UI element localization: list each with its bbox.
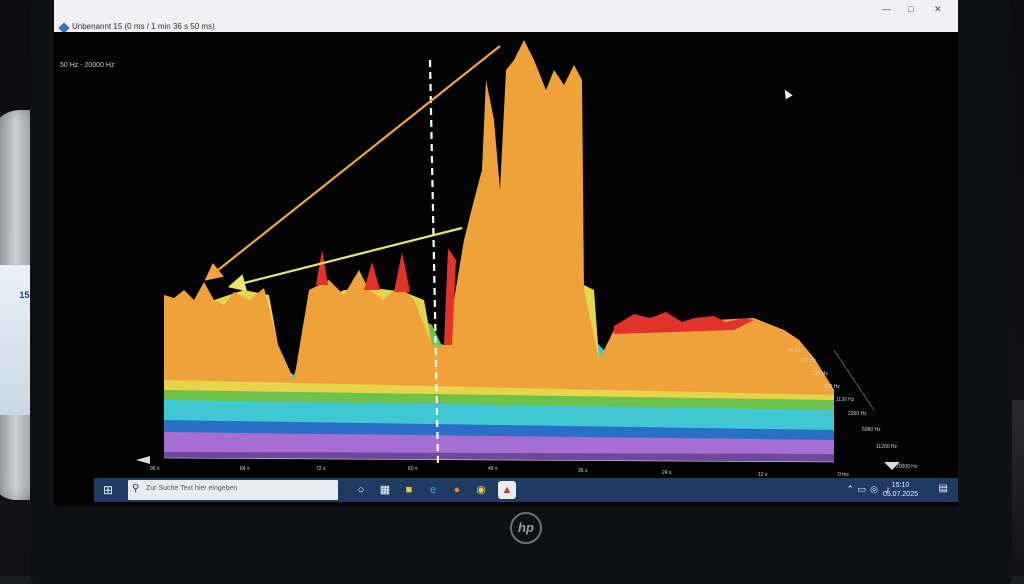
freq-tick-label: 45 Hz: [788, 348, 802, 354]
search-placeholder: Zur Suche Text hier eingeben: [146, 485, 238, 492]
freq-tick-label: 20000 Hz: [896, 464, 918, 470]
window-title: Unbenannt 15 (0 ms / 1 min 36 s 50 ms): [72, 22, 215, 31]
time-tick-label: 48 s: [488, 466, 498, 472]
time-tick-label: 60 s: [408, 466, 418, 472]
spectrum-3d-plot[interactable]: 45 Hz 100 Hz 225 Hz 500 Hz 1130 Hz 2260 …: [54, 0, 958, 506]
windows-icon[interactable]: ⊞: [102, 483, 114, 497]
edge-icon[interactable]: e: [429, 484, 437, 496]
search-input[interactable]: ⚲ Zur Suche Text hier eingeben: [128, 480, 338, 500]
time-axis-arrow: [136, 456, 150, 464]
search-icon: ⚲: [132, 483, 140, 494]
time-tick-label: 84 s: [240, 466, 250, 472]
window-titlebar[interactable]: Unbenannt 15 (0 ms / 1 min 36 s 50 ms) —…: [54, 0, 958, 34]
red-peak: [394, 252, 410, 292]
freq-tick-label: 1130 Hz: [836, 397, 855, 403]
freq-tick-label: 11200 Hz: [876, 444, 898, 450]
network-icon[interactable]: ◎: [870, 484, 878, 494]
time-tick-label: 12 s: [758, 472, 768, 478]
red-peak: [444, 248, 456, 345]
task-view-icon[interactable]: ▦: [379, 484, 391, 496]
red-peak: [316, 250, 328, 285]
hp-logo: hp: [510, 512, 542, 544]
red-peak: [614, 312, 754, 334]
freq-tick-label: 500 Hz: [824, 384, 840, 390]
time-tick-label: 72 s: [316, 466, 326, 472]
file-explorer-icon[interactable]: ■: [405, 484, 413, 496]
bottle-label-text: 15×: [19, 290, 35, 300]
yellow-annotation-arrow: [227, 226, 463, 292]
notification-icon[interactable]: ▤: [938, 483, 948, 494]
red-peak: [364, 262, 380, 290]
orange-annotation-arrow: [204, 45, 501, 281]
time-tick-label: 24 s: [662, 470, 672, 476]
tray-chevron-icon[interactable]: ⌃: [846, 484, 854, 494]
clock[interactable]: 15:10 05.07.2025: [883, 481, 918, 499]
freq-tick-label: 2260 Hz: [848, 411, 867, 417]
time-tick-label: 36 s: [578, 468, 588, 474]
clock-date: 05.07.2025: [882, 491, 918, 498]
clock-time: 15:10: [891, 482, 910, 489]
spectrum-app-icon[interactable]: ▲: [498, 481, 516, 499]
battery-icon[interactable]: ▭: [857, 484, 866, 494]
orange-band: [164, 40, 834, 395]
taskbar: ⊞ ⚲ Zur Suche Text hier eingeben ○ ▦ ■ e…: [94, 478, 958, 502]
frequency-range-label: 50 Hz - 20000 Hz: [60, 62, 115, 69]
screen: Unbenannt 15 (0 ms / 1 min 36 s 50 ms) —…: [54, 0, 958, 506]
minimize-icon[interactable]: —: [882, 4, 891, 14]
freq-axis-arrow: [884, 462, 900, 470]
firefox-icon[interactable]: ●: [453, 484, 461, 496]
close-icon[interactable]: ✕: [934, 4, 942, 14]
frequency-axis: 45 Hz 100 Hz 225 Hz 500 Hz 1130 Hz 2260 …: [788, 348, 918, 470]
volume-icon[interactable]: ♪: [885, 484, 891, 494]
time-tick-label: 96 s: [150, 466, 160, 472]
chrome-icon[interactable]: ◉: [476, 484, 486, 496]
time-marker-line: [428, 59, 440, 465]
maximize-icon[interactable]: □: [908, 4, 914, 14]
cortana-icon[interactable]: ○: [357, 484, 365, 496]
time-axis: 96 s 84 s 72 s 60 s 48 s 36 s 24 s 12 s …: [150, 466, 849, 478]
freq-tick-label: 5080 Hz: [862, 427, 881, 433]
freq-tick-label: 225 Hz: [812, 371, 828, 377]
time-tick-label: 0 ms: [838, 472, 849, 478]
freq-tick-label: 100 Hz: [800, 358, 816, 364]
